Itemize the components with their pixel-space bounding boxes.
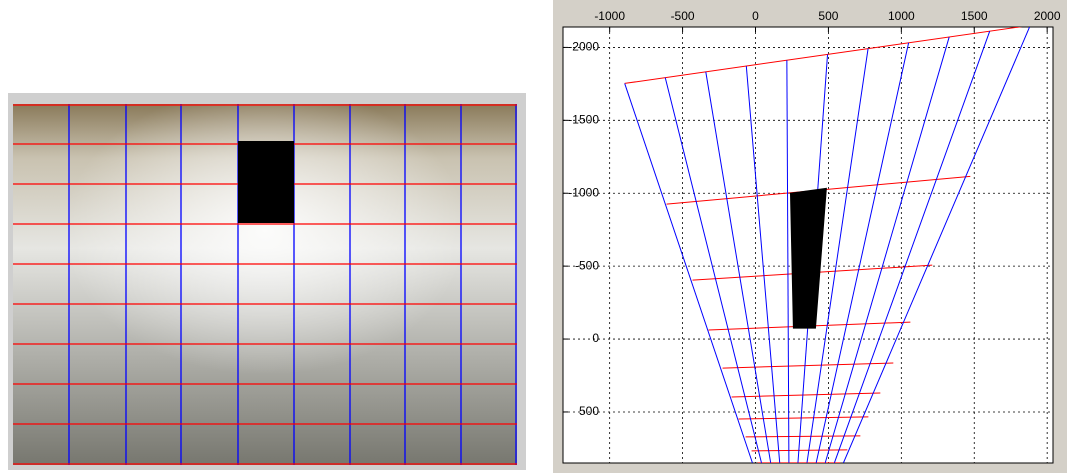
y-tick-label: 0 bbox=[592, 331, 599, 345]
y-tick-label: -2000 bbox=[568, 40, 599, 54]
x-tick-label: 500 bbox=[818, 9, 838, 23]
y-tick-label: -1000 bbox=[568, 185, 599, 199]
x-tick-label: 0 bbox=[752, 9, 759, 23]
page: {"chart_data": {"type": "line", "xlim": … bbox=[0, 0, 1067, 473]
photo-obstacle bbox=[238, 141, 294, 223]
x-tick-label: 1500 bbox=[961, 9, 988, 23]
y-tick-label: -500 bbox=[575, 258, 599, 272]
y-tick-label: -1500 bbox=[568, 112, 599, 126]
figure: -1000 -500 0 500 1000 1500 2000 -2000 -1500 -1000… bbox=[0, 0, 1067, 473]
y-tick-label: 500 bbox=[579, 404, 599, 418]
x-tick-label: -1000 bbox=[594, 9, 625, 23]
x-tick-label: -500 bbox=[671, 9, 695, 23]
photo-panel bbox=[8, 93, 526, 470]
x-tick-label: 2000 bbox=[1034, 9, 1061, 23]
x-tick-label: 1000 bbox=[888, 9, 915, 23]
